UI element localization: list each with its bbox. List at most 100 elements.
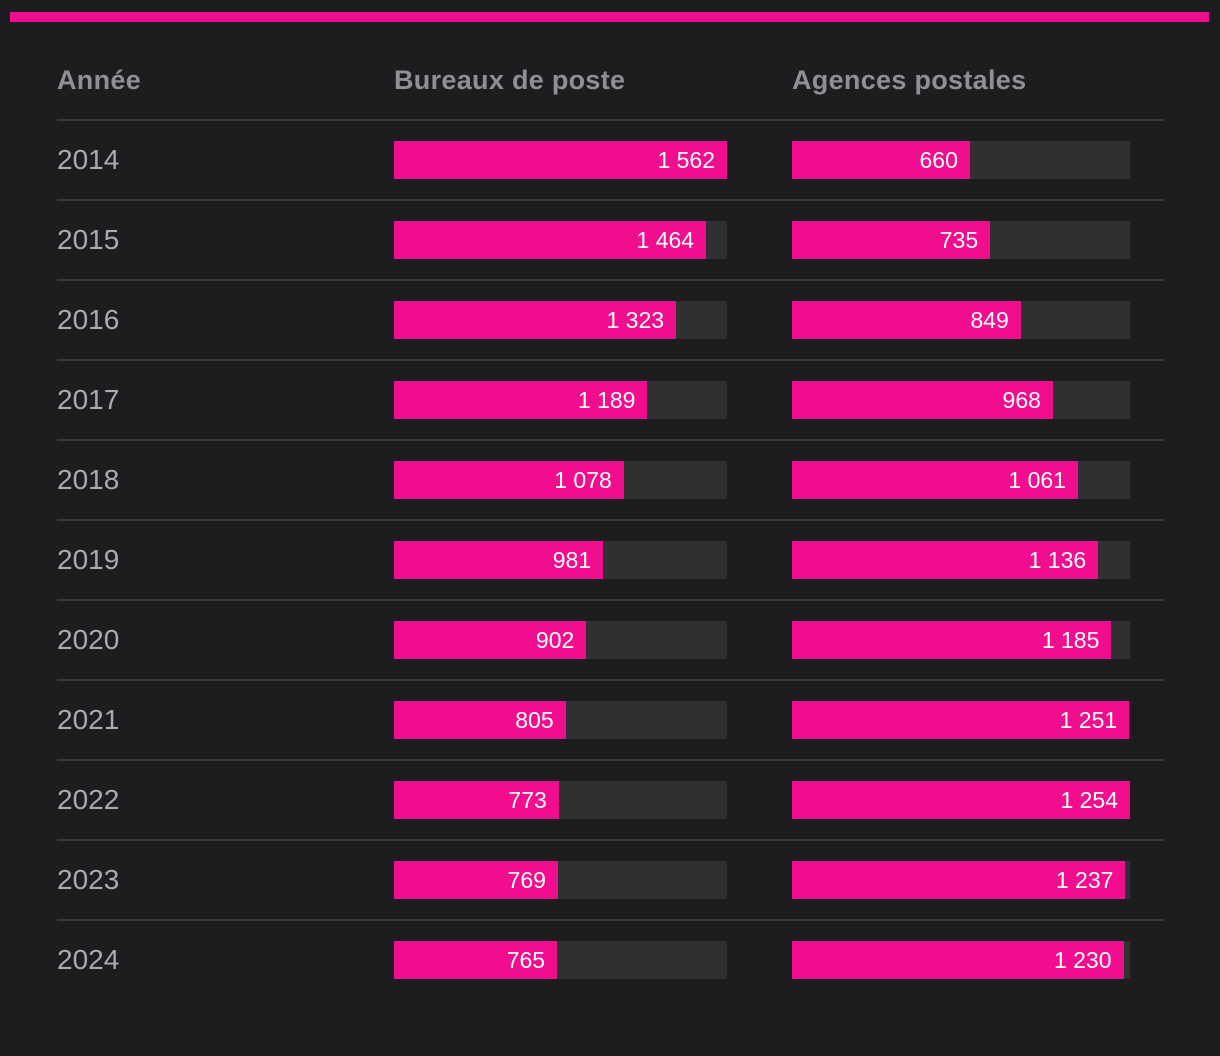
bar-value-label: 1 061 bbox=[1008, 466, 1066, 493]
bar-fill: 765 bbox=[394, 941, 558, 979]
bar-fill: 769 bbox=[394, 861, 558, 899]
bar-cell-agences: 1 237 bbox=[792, 861, 1130, 899]
bar-track: 769 bbox=[394, 861, 727, 899]
bar-cell-agences: 1 254 bbox=[792, 781, 1130, 819]
bar-track: 1 230 bbox=[792, 941, 1130, 979]
bar-cell-agences: 1 136 bbox=[792, 541, 1130, 579]
bar-fill: 735 bbox=[792, 221, 991, 259]
bar-fill: 1 230 bbox=[792, 941, 1124, 979]
bar-cell-bureaux: 773 bbox=[394, 781, 727, 819]
bar-track: 1 061 bbox=[792, 461, 1130, 499]
bar-value-label: 765 bbox=[506, 946, 546, 973]
bar-track: 1 464 bbox=[394, 221, 727, 259]
bar-track: 968 bbox=[792, 381, 1130, 419]
row-year-label: 2024 bbox=[57, 944, 120, 975]
row-year-label: 2014 bbox=[57, 144, 120, 175]
bar-value-label: 1 136 bbox=[1028, 546, 1087, 573]
table-row: 2020 902 1 185 bbox=[57, 599, 1164, 679]
bar-cell-agences: 849 bbox=[792, 301, 1130, 339]
bar-cell-bureaux: 1 464 bbox=[394, 221, 727, 259]
bar-value-label: 1 078 bbox=[554, 466, 612, 493]
row-year-label: 2021 bbox=[57, 704, 120, 735]
table-row: 2021 805 1 251 bbox=[57, 679, 1164, 759]
bar-fill: 1 078 bbox=[394, 461, 624, 499]
accent-topbar bbox=[10, 12, 1209, 22]
bar-fill: 968 bbox=[792, 381, 1053, 419]
bar-cell-bureaux: 981 bbox=[394, 541, 727, 579]
bar-fill: 1 185 bbox=[792, 621, 1112, 659]
table-body: 2014 1 562 660 2015 1 464 bbox=[57, 119, 1164, 999]
bar-fill: 773 bbox=[394, 781, 559, 819]
bar-value-label: 773 bbox=[508, 786, 547, 813]
table-row: 2015 1 464 735 bbox=[57, 199, 1164, 279]
bar-value-label: 1 464 bbox=[636, 226, 695, 253]
bar-fill: 1 189 bbox=[394, 381, 648, 419]
bar-value-label: 1 254 bbox=[1060, 786, 1118, 813]
bar-track: 805 bbox=[394, 701, 727, 739]
bar-value-label: 849 bbox=[970, 306, 1009, 333]
bar-track: 1 078 bbox=[394, 461, 727, 499]
row-year-label: 2023 bbox=[57, 864, 120, 895]
bar-track: 1 185 bbox=[792, 621, 1130, 659]
table-row: 2019 981 1 136 bbox=[57, 519, 1164, 599]
bar-value-label: 981 bbox=[552, 546, 592, 573]
bar-fill: 1 061 bbox=[792, 461, 1078, 499]
bar-cell-bureaux: 1 189 bbox=[394, 381, 727, 419]
bar-value-label: 902 bbox=[535, 626, 575, 653]
bar-value-label: 1 562 bbox=[657, 146, 715, 173]
bar-track: 1 323 bbox=[394, 301, 727, 339]
bar-cell-bureaux: 805 bbox=[394, 701, 727, 739]
bar-cell-bureaux: 765 bbox=[394, 941, 727, 979]
bar-value-label: 968 bbox=[1002, 386, 1041, 413]
bar-track: 1 189 bbox=[394, 381, 727, 419]
row-year-label: 2022 bbox=[57, 784, 120, 815]
bar-cell-agences: 968 bbox=[792, 381, 1130, 419]
bar-cell-agences: 1 230 bbox=[792, 941, 1130, 979]
table-row: 2022 773 1 254 bbox=[57, 759, 1164, 839]
bar-value-label: 735 bbox=[939, 226, 979, 253]
table-row: 2024 765 1 230 bbox=[57, 919, 1164, 999]
row-year-label: 2015 bbox=[57, 224, 120, 255]
bar-track: 1 251 bbox=[792, 701, 1130, 739]
bar-track: 1 237 bbox=[792, 861, 1130, 899]
table-row: 2016 1 323 849 bbox=[57, 279, 1164, 359]
bar-value-label: 660 bbox=[919, 146, 958, 173]
bar-cell-agences: 1 061 bbox=[792, 461, 1130, 499]
column-header-agences: Agences postales bbox=[792, 64, 1027, 95]
bar-value-label: 1 237 bbox=[1055, 866, 1114, 893]
bar-track: 1 136 bbox=[792, 541, 1130, 579]
bar-track: 849 bbox=[792, 301, 1130, 339]
bar-value-label: 1 323 bbox=[606, 306, 665, 333]
bar-track: 1 562 bbox=[394, 141, 727, 179]
bar-value-label: 1 251 bbox=[1059, 706, 1118, 733]
table-header: Année Bureaux de poste Agences postales bbox=[57, 22, 1164, 119]
bar-fill: 1 136 bbox=[792, 541, 1099, 579]
bar-value-label: 805 bbox=[515, 706, 554, 733]
bar-track: 765 bbox=[394, 941, 727, 979]
column-header-bureaux: Bureaux de poste bbox=[394, 64, 626, 95]
bar-fill: 1 251 bbox=[792, 701, 1130, 739]
bar-track: 981 bbox=[394, 541, 727, 579]
table-row: 2017 1 189 968 bbox=[57, 359, 1164, 439]
bar-track: 660 bbox=[792, 141, 1130, 179]
bar-cell-bureaux: 902 bbox=[394, 621, 727, 659]
bar-chart-table: Année Bureaux de poste Agences postales … bbox=[57, 22, 1164, 999]
bar-cell-bureaux: 1 078 bbox=[394, 461, 727, 499]
bar-cell-agences: 1 185 bbox=[792, 621, 1130, 659]
bar-value-label: 1 185 bbox=[1041, 626, 1100, 653]
bar-fill: 1 323 bbox=[394, 301, 677, 339]
bar-fill: 660 bbox=[792, 141, 970, 179]
bar-value-label: 1 189 bbox=[577, 386, 636, 413]
bar-cell-agences: 735 bbox=[792, 221, 1130, 259]
bar-value-label: 769 bbox=[507, 866, 546, 893]
bar-fill: 981 bbox=[394, 541, 604, 579]
bar-fill: 849 bbox=[792, 301, 1021, 339]
bar-cell-bureaux: 1 562 bbox=[394, 141, 727, 179]
table-row: 2023 769 1 237 bbox=[57, 839, 1164, 919]
bar-fill: 1 237 bbox=[792, 861, 1126, 899]
bar-fill: 1 562 bbox=[394, 141, 727, 179]
bar-fill: 1 464 bbox=[394, 221, 707, 259]
column-header-annee: Année bbox=[57, 64, 142, 95]
row-year-label: 2017 bbox=[57, 384, 120, 415]
bar-fill: 805 bbox=[394, 701, 566, 739]
